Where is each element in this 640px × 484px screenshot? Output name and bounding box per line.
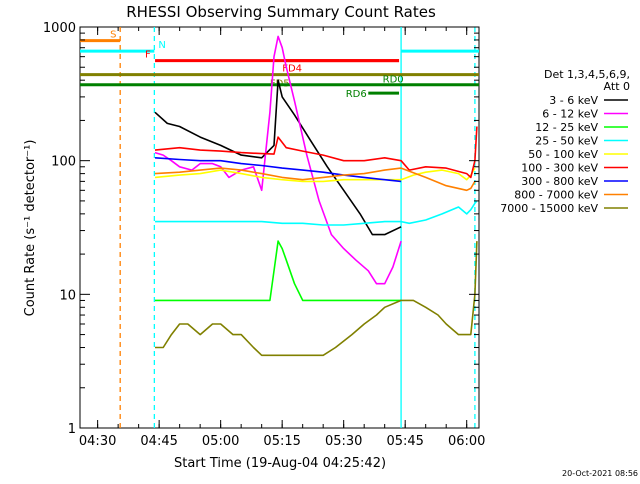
x-tick-label-2: 05:00 [202, 434, 239, 449]
legend-label-7: 800 - 7000 keV [514, 189, 598, 202]
legend-label-4: 50 - 100 keV [528, 148, 598, 161]
x-tick-label-6: 06:00 [448, 434, 485, 449]
series-line-4 [154, 167, 476, 183]
series-line-7 [154, 167, 476, 192]
legend-header-line-2: Att 0 [604, 80, 630, 93]
x-tick-label-3: 05:15 [263, 434, 300, 449]
plot-frame [79, 26, 480, 429]
legend-label-6: 300 - 800 keV [521, 175, 598, 188]
flag-label-fd4: FD4 [282, 64, 302, 75]
legend-header-line-1: Det 1,3,4,5,6,9, [544, 68, 630, 81]
y-tick-label-1: 10 [59, 288, 76, 303]
x-tick-label-1: 04:45 [140, 434, 177, 449]
x-axis-label: Start Time (19-Aug-04 04:25:42) [174, 456, 386, 471]
chart-title: RHESSI Observing Summary Count Rates [126, 3, 436, 21]
legend-label-2: 12 - 25 keV [535, 121, 598, 134]
y-tick-label-2: 100 [51, 155, 76, 170]
flag-label-n: N [158, 40, 165, 51]
flag-label-rd6: RD6 [346, 89, 367, 100]
series-line-0 [154, 79, 402, 236]
series-line-3 [155, 200, 478, 226]
y-axis-label: Count Rate (s⁻¹ detector⁻¹) [23, 140, 38, 317]
x-tick-label-0: 04:30 [79, 434, 116, 449]
legend-label-3: 25 - 50 keV [535, 135, 598, 148]
series-line-5 [154, 126, 478, 179]
series-line-8 [155, 241, 478, 357]
flag-label-s: S [110, 30, 116, 41]
flag-label-f: F [145, 50, 151, 61]
y-tick-label-3: 1000 [43, 21, 76, 36]
plot-timestamp: 20-Oct-2021 08:56 [562, 469, 638, 478]
plot-layer: SNFFD4FD5RD0RD604:3004:4505:0005:1505:30… [43, 21, 486, 449]
legend-label-1: 6 - 12 keV [542, 108, 598, 121]
legend-label-0: 3 - 6 keV [549, 94, 598, 107]
y-tick-label-0: 1 [68, 422, 76, 437]
x-tick-label-5: 05:45 [386, 434, 423, 449]
series-line-1 [154, 35, 402, 285]
x-tick-label-4: 05:30 [325, 434, 362, 449]
series-line-2 [155, 240, 402, 302]
legend-label-5: 100 - 300 keV [521, 162, 598, 175]
series-line-6 [154, 157, 402, 183]
flag-label-rd0: RD0 [383, 75, 404, 86]
legend-label-8: 7000 - 15000 keV [500, 202, 598, 215]
